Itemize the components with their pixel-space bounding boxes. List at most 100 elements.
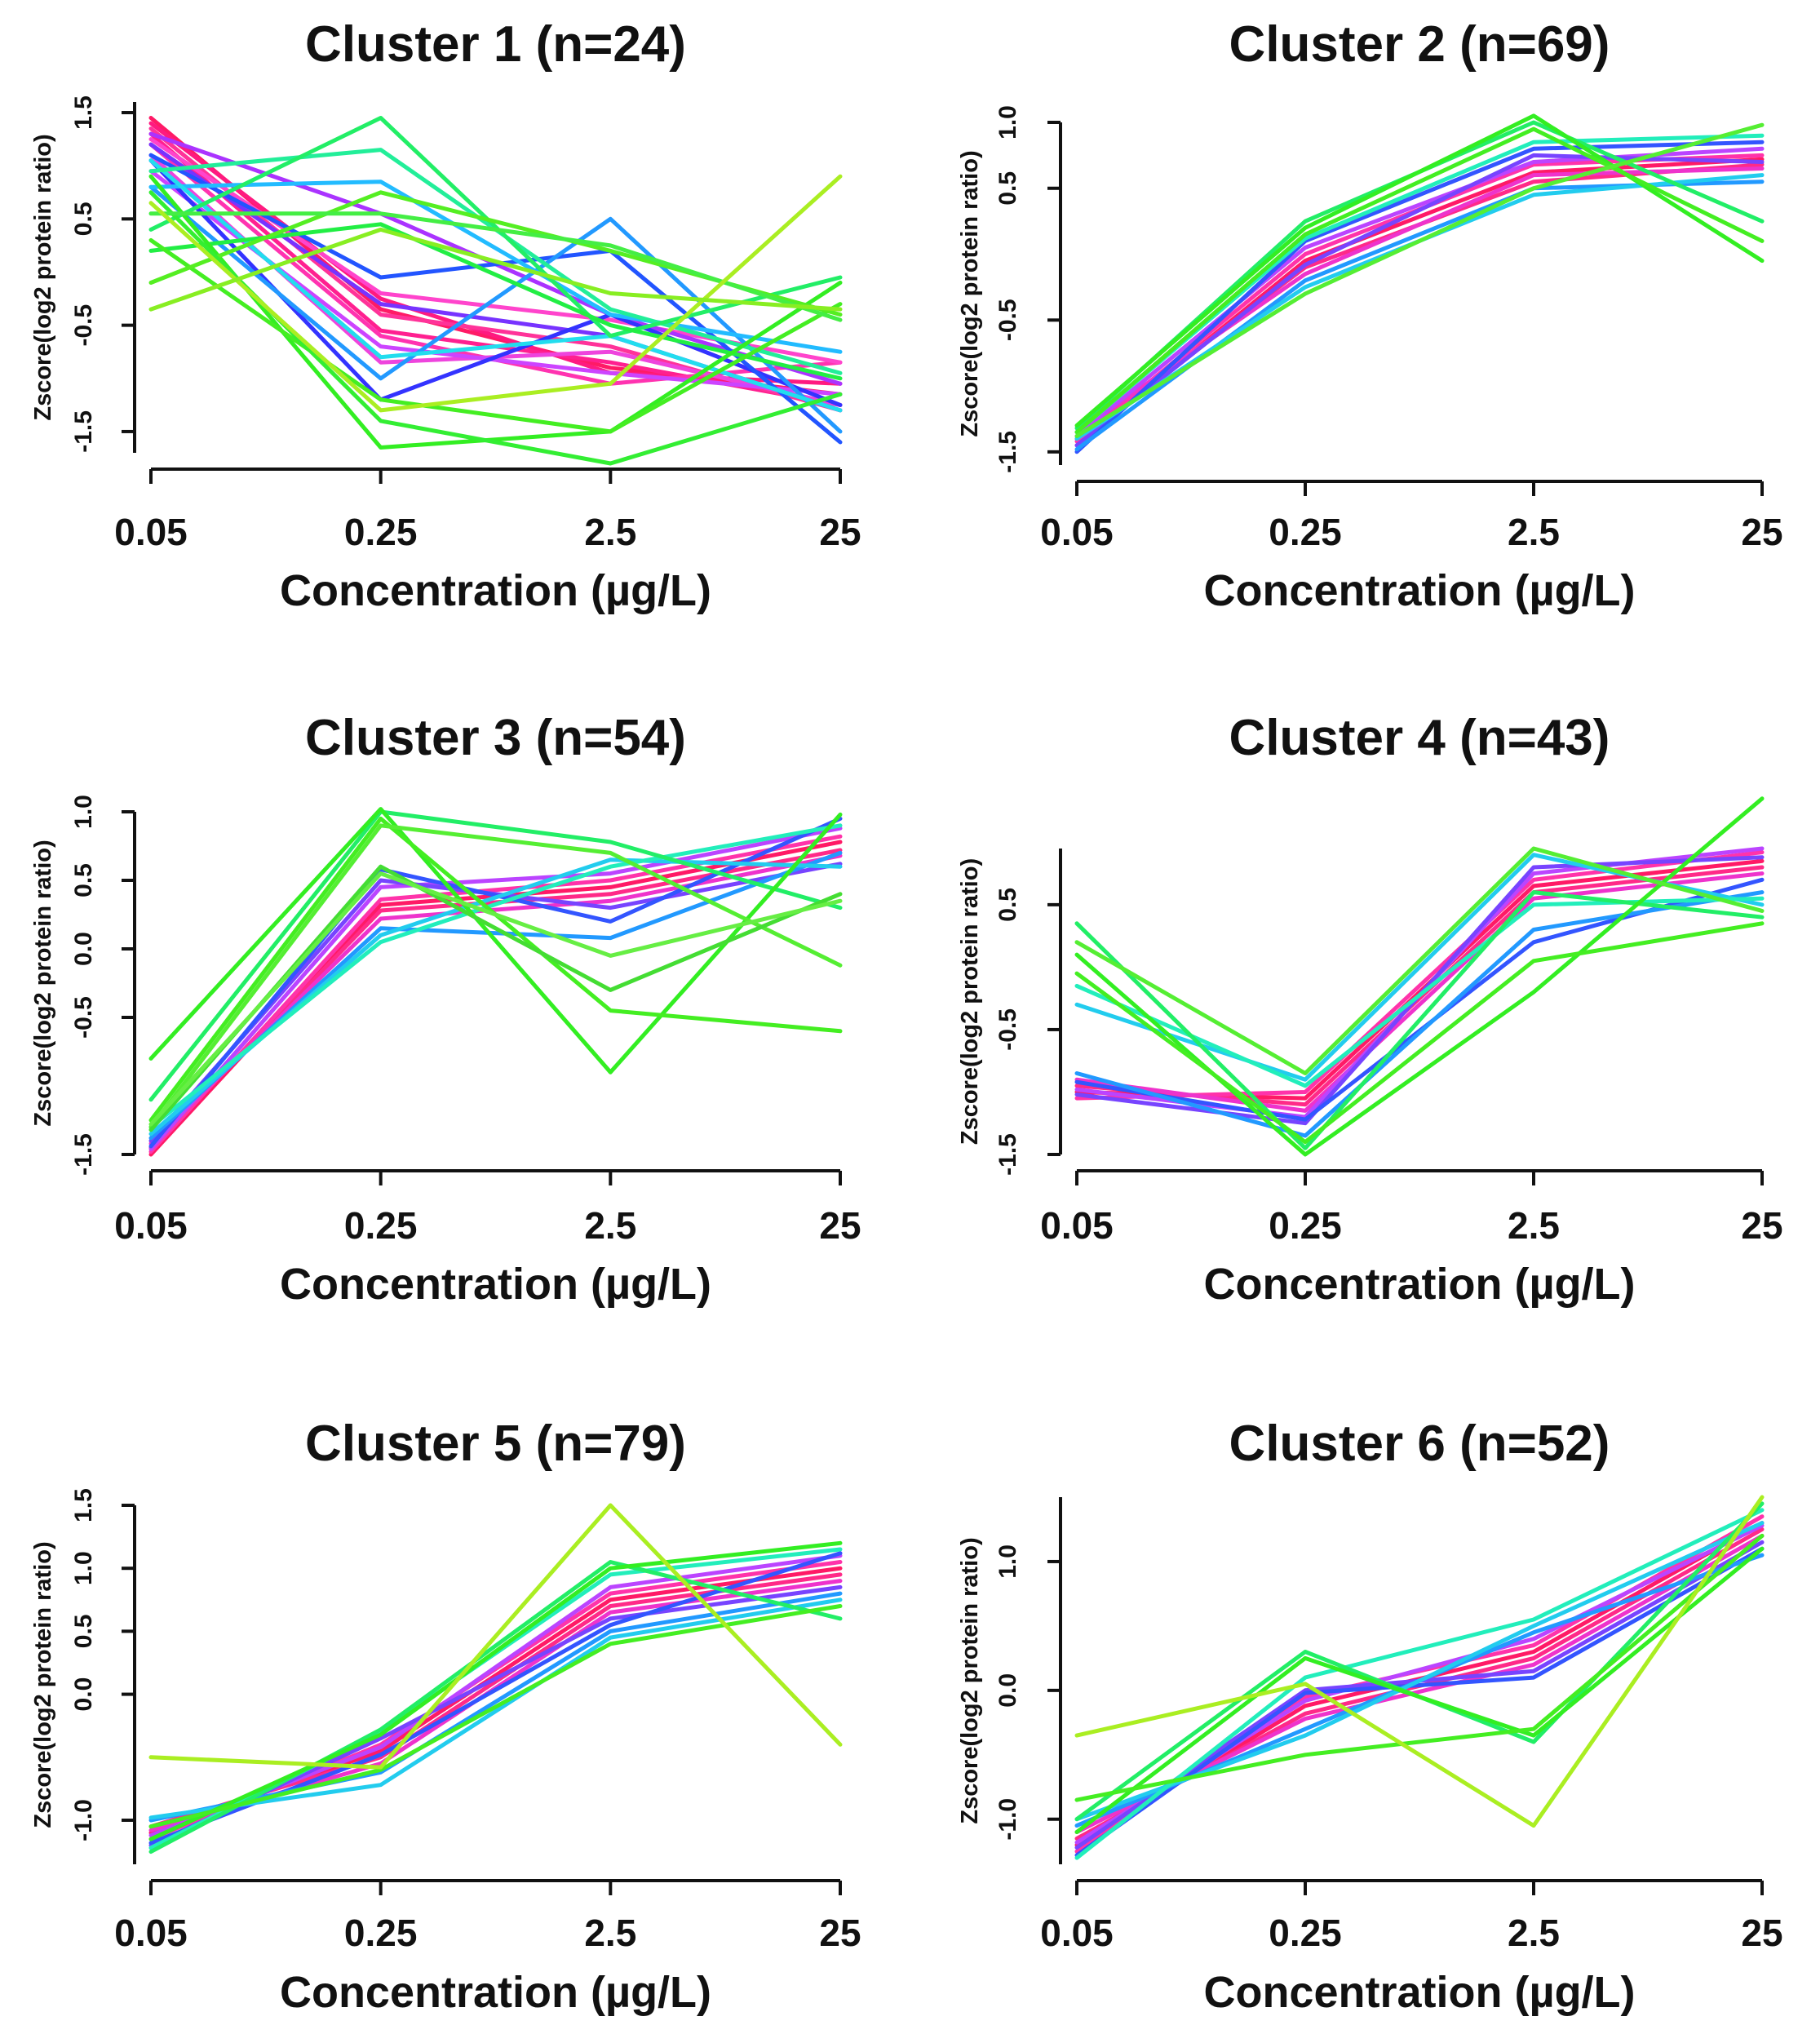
y-axis-label: Zscore(log2 protein ratio) — [957, 150, 983, 436]
series-line-13 — [1074, 1533, 1765, 1802]
series-line-7 — [148, 153, 843, 407]
series-line-7 — [1074, 140, 1765, 454]
y-tick-label: -0.5 — [70, 304, 97, 347]
chart-title: Cluster 3 (n=54) — [305, 710, 686, 766]
x-axis-label: Concentration (µg/L) — [1203, 566, 1635, 615]
series-line-24 — [148, 174, 843, 413]
chart-title: Cluster 6 (n=52) — [1229, 1416, 1610, 1472]
y-tick-label: 1.0 — [70, 1551, 97, 1585]
y-tick-label: -1.5 — [994, 431, 1021, 473]
y-axis-label: Zscore(log2 protein ratio) — [30, 134, 56, 420]
x-tick-label: 0.25 — [344, 1912, 418, 1954]
x-tick-label: 0.25 — [1269, 1204, 1342, 1247]
series-line-8 — [1074, 179, 1765, 452]
x-tick-label: 25 — [1741, 511, 1782, 553]
y-tick-label: 0.5 — [70, 202, 97, 236]
series-line-3 — [148, 834, 843, 1154]
y-tick-label: -1.5 — [994, 1133, 1021, 1176]
y-tick-label: -1.5 — [70, 1133, 97, 1176]
series-line-11 — [1074, 1501, 1765, 1822]
y-tick-label: -1.0 — [70, 1799, 97, 1841]
series-line-3 — [1074, 850, 1765, 1101]
y-axis-label: Zscore(log2 protein ratio) — [30, 840, 56, 1126]
chart-panel-3: Cluster 3 (n=54) 0.05 0.25 2.5 25 Concentrati… — [30, 710, 861, 1309]
x-tick-label: 25 — [819, 1912, 861, 1954]
series-line-14 — [148, 823, 843, 1129]
series-line-13 — [148, 184, 843, 434]
x-tick-label: 0.05 — [114, 1204, 188, 1247]
series-line-14 — [1074, 1495, 1765, 1828]
series-line-20 — [148, 237, 843, 434]
x-tick-label: 25 — [819, 1204, 861, 1247]
series-line-11 — [148, 809, 843, 1102]
series-line-9 — [148, 1598, 843, 1820]
x-tick-label: 2.5 — [1508, 1912, 1560, 1954]
series-line-14 — [1074, 846, 1765, 1075]
x-axis-label: Concentration (µg/L) — [280, 1968, 711, 2017]
series-line-14 — [1074, 122, 1765, 438]
y-axis-label: Zscore(log2 protein ratio) — [30, 1541, 56, 1828]
x-tick-label: 25 — [819, 511, 861, 553]
series-line-12 — [148, 153, 843, 445]
x-tick-label: 25 — [1741, 1912, 1782, 1954]
y-tick-label: 1.0 — [994, 1544, 1021, 1579]
x-axis-label: Concentration (µg/L) — [280, 566, 711, 615]
series-line-3 — [1074, 153, 1765, 444]
x-axis-label: Concentration (µg/L) — [1203, 1968, 1635, 2017]
y-axis-label: Zscore(log2 protein ratio) — [957, 858, 983, 1145]
chart-title: Cluster 1 (n=24) — [305, 16, 686, 73]
chart-title: Cluster 5 (n=79) — [305, 1416, 686, 1472]
series-line-7 — [1074, 1546, 1765, 1858]
series-line-15 — [148, 158, 843, 413]
series-line-13 — [1074, 921, 1765, 1145]
y-tick-label: -0.5 — [70, 996, 97, 1039]
series-line-6 — [148, 1584, 843, 1848]
series-line-14 — [148, 179, 843, 354]
series-line-12 — [148, 1540, 843, 1841]
x-tick-label: 0.05 — [114, 1912, 188, 1954]
y-tick-label: -1.5 — [70, 410, 97, 453]
x-tick-label: 0.25 — [1269, 1912, 1342, 1954]
y-tick-label: 0.5 — [70, 863, 97, 897]
y-tick-label: 0.5 — [70, 1615, 97, 1649]
y-tick-label: 0.0 — [994, 1673, 1021, 1708]
series-line-11 — [148, 158, 843, 407]
x-tick-label: 2.5 — [1508, 511, 1560, 553]
series-line-14 — [148, 1503, 843, 1770]
chart-panel-1: Cluster 1 (n=24) 0.05 0.25 2.5 25 Concentrati… — [30, 16, 861, 615]
x-axis-label: Concentration (µg/L) — [1203, 1260, 1635, 1309]
series-line-5 — [148, 826, 843, 1151]
chart-panel-5: Cluster 5 (n=79) 0.05 0.25 2.5 25 Concentrati… — [30, 1416, 861, 2017]
series-line-11 — [148, 1560, 843, 1855]
series-line-11 — [1074, 890, 1765, 1150]
y-tick-label: 0.5 — [994, 171, 1021, 206]
y-tick-label: 0.0 — [70, 932, 97, 966]
x-tick-label: 0.25 — [344, 1204, 418, 1247]
chart-title: Cluster 4 (n=43) — [1229, 710, 1610, 766]
series-line-10 — [1074, 1508, 1765, 1860]
series-line-19 — [148, 174, 843, 450]
x-tick-label: 2.5 — [584, 511, 636, 553]
x-tick-label: 0.25 — [1269, 511, 1342, 553]
chart-panel-4: Cluster 4 (n=43) 0.05 0.25 2.5 25 Concentrati… — [957, 710, 1783, 1309]
x-tick-label: 2.5 — [584, 1204, 636, 1247]
chart-panel-6: Cluster 6 (n=52) 0.05 0.25 2.5 25 Concentrati… — [957, 1416, 1783, 2017]
y-tick-label: -1.0 — [994, 1798, 1021, 1841]
series-line-1 — [1074, 157, 1765, 448]
series-line-12 — [1074, 113, 1765, 428]
y-tick-label: 1.5 — [70, 95, 97, 130]
x-tick-label: 2.5 — [1508, 1204, 1560, 1247]
series-line-5 — [1074, 1523, 1765, 1845]
series-line-10 — [148, 823, 843, 1129]
series-line-17 — [148, 116, 843, 339]
y-axis-label: Zscore(log2 protein ratio) — [957, 1537, 983, 1824]
series-line-25 — [148, 227, 843, 312]
x-tick-label: 0.25 — [344, 511, 418, 553]
series-line-11 — [1074, 120, 1765, 431]
chart-panel-2: Cluster 2 (n=69) 0.05 0.25 2.5 25 Concentrati… — [957, 16, 1783, 615]
x-tick-label: 0.05 — [1040, 511, 1114, 553]
series-line-12 — [1074, 796, 1765, 1157]
y-tick-label: 0.0 — [70, 1677, 97, 1712]
y-tick-label: 0.5 — [994, 888, 1021, 922]
